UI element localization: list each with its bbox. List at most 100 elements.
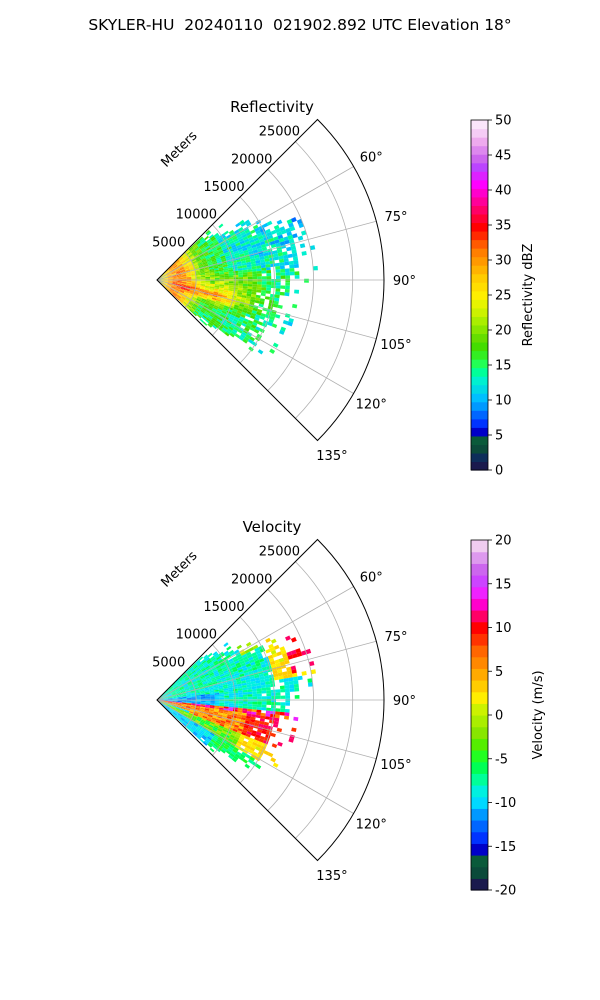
radar-gate (181, 282, 187, 284)
radar-gate (191, 250, 196, 254)
radar-gate (165, 286, 170, 290)
radar-gate (204, 303, 209, 308)
colorbar-swatch (471, 196, 488, 206)
radar-gate (198, 732, 204, 737)
radar-gate (200, 705, 206, 708)
radar-gate (162, 273, 166, 277)
colorbar-tick-label: 15 (495, 577, 512, 592)
radar-gate (166, 284, 172, 287)
radar-gate (242, 729, 248, 734)
radar-gate (193, 245, 199, 250)
radar-gate (182, 722, 187, 727)
radar-gate (213, 250, 219, 254)
range-tick-label: 20000 (231, 572, 272, 587)
radar-gate (282, 251, 288, 256)
radar-gate (179, 299, 184, 303)
radar-gate (247, 276, 253, 280)
radar-gate (195, 705, 201, 708)
radar-gate (251, 268, 257, 272)
radar-gate (200, 701, 206, 704)
radar-gate (199, 665, 205, 670)
radar-gate (228, 693, 234, 696)
radar-gate (223, 691, 229, 695)
radar-gate (182, 697, 187, 699)
radar-gate (206, 238, 212, 243)
radar-gate (214, 303, 220, 307)
radar-gate (205, 299, 211, 304)
radar-gate (210, 664, 215, 669)
radar-gate (209, 672, 214, 676)
radar-gate (184, 710, 190, 713)
radar-gate (241, 260, 247, 264)
radar-gate (207, 294, 213, 298)
radar-gate (197, 242, 202, 247)
radar-gate (225, 242, 231, 247)
radar-gate (215, 675, 221, 679)
radar-gate (205, 729, 211, 734)
radar-gate (199, 674, 205, 678)
radar-gate (223, 268, 229, 271)
radar-gate (237, 685, 243, 689)
radar-gate (173, 685, 178, 689)
radar-gate (177, 702, 182, 704)
radar-gate (259, 720, 265, 725)
radar-gate (197, 725, 203, 729)
radar-gate (167, 277, 173, 279)
radar-gate (177, 700, 182, 702)
radar-gate (163, 279, 168, 280)
radar-gate (247, 689, 253, 693)
azimuth-tick-label: 105° (380, 758, 411, 773)
radar-gate (255, 297, 261, 301)
radar-gate (208, 241, 214, 246)
radar-gate (189, 687, 195, 690)
radar-gate (183, 264, 189, 268)
radar-gate (229, 303, 235, 307)
radar-gate (177, 700, 182, 702)
radar-gate (162, 693, 167, 697)
radar-gate (175, 679, 180, 684)
radar-gate (216, 298, 222, 302)
radar-gate (185, 305, 190, 310)
radar-gate (247, 288, 253, 292)
radar-gate (244, 240, 251, 245)
radar-gate (182, 278, 187, 280)
radar-gate (181, 692, 186, 695)
radar-gate (224, 734, 230, 739)
radar-gate (205, 282, 211, 284)
radar-gate (223, 708, 229, 711)
radar-gate (192, 680, 197, 684)
radar-gate (234, 333, 241, 339)
radar-gate (200, 698, 206, 700)
radar-gate (227, 714, 233, 718)
radar-gate (218, 744, 224, 749)
radar-gate (248, 236, 254, 241)
radar-gate (270, 638, 277, 644)
radar-gate (163, 700, 168, 702)
radar-gate (259, 718, 265, 722)
radar-gate (177, 682, 182, 687)
radar-gate (257, 699, 262, 702)
radar-gate (195, 247, 200, 252)
radar-gate (275, 272, 281, 276)
radar-gate (290, 649, 297, 655)
radar-gate (212, 307, 218, 312)
radar-gate (190, 727, 195, 732)
radar-gate (252, 751, 258, 757)
colorbar-swatch (471, 410, 488, 420)
radar-gate (246, 261, 252, 265)
radar-gate (233, 277, 239, 280)
radar-gate (165, 269, 169, 273)
radar-gate (219, 723, 225, 727)
radar-gate (165, 706, 170, 711)
radar-gate (231, 680, 237, 684)
radar-gate (218, 306, 223, 311)
radar-gate (172, 701, 178, 703)
radar-gate (217, 714, 223, 717)
radar-gate (233, 726, 239, 731)
radar-gate (277, 248, 283, 254)
radar-gate (243, 276, 248, 280)
radar-gate (206, 718, 212, 722)
radar-gate (189, 247, 194, 252)
radar-gate (275, 242, 281, 247)
radar-gate (265, 648, 271, 654)
